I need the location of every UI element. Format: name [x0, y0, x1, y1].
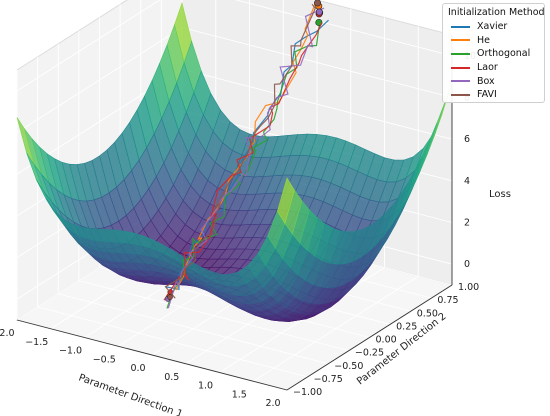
legend-item: FAVI	[448, 88, 539, 102]
grid-line	[16, 0, 161, 92]
loss-surface	[16, 1, 453, 322]
legend: Initialization Method Xavier He Orthogon…	[442, 3, 545, 103]
legend-swatch	[451, 39, 470, 42]
legend-item: Xavier	[448, 20, 539, 34]
legend-item: Box	[448, 74, 539, 88]
legend-label: Box	[477, 75, 495, 87]
path-end-marker	[167, 294, 173, 300]
legend-swatch	[451, 80, 470, 83]
y-axis-ticks: −1.00 −0.75 −0.50 −0.25 0.00 0.250.50 0.751.00	[293, 282, 479, 398]
legend-label: Orthogonal	[477, 48, 531, 60]
y-tick-label: 1.00	[458, 282, 479, 293]
legend-swatch	[451, 66, 470, 69]
y-tick-label: −1.00	[293, 387, 322, 398]
legend-label: He	[477, 34, 490, 46]
x-tick-label: 1.5	[232, 389, 247, 400]
optimization-path	[164, 3, 316, 299]
legend-label: Laor	[477, 62, 498, 74]
x-tick-label: 0.0	[130, 363, 145, 374]
x-tick-label: 0.5	[164, 372, 179, 383]
grid-line	[181, 68, 453, 140]
grid-line	[16, 27, 183, 133]
legend-swatch	[451, 25, 470, 28]
y-tick-label: 0.00	[376, 335, 397, 346]
optimization-path	[167, 7, 325, 309]
z-tick-label: 0	[464, 259, 470, 270]
y-axis-line	[286, 284, 453, 391]
legend-label: FAVI	[477, 89, 497, 101]
grid-line	[78, 280, 349, 352]
legend-item: Orthogonal	[448, 47, 539, 61]
z-tick-label: 6	[464, 134, 470, 145]
legend-swatch	[451, 93, 470, 96]
optimization-paths	[163, 0, 329, 309]
grid-line	[181, 27, 453, 98]
z-axis-label: Loss	[489, 189, 511, 200]
path-start-marker	[314, 0, 322, 7]
y-tick-label: 0.50	[417, 308, 438, 319]
x-axis-ticks: −2.0 −1.5 −1.0 −0.5 0.0 0.5 1.0 1.5 2.0	[0, 328, 281, 409]
y-tick-label: −0.25	[355, 348, 384, 359]
path-start-marker	[315, 18, 323, 26]
surface-patch	[277, 177, 295, 225]
y-tick-label: −0.50	[334, 361, 363, 372]
legend-item: Laor	[448, 61, 539, 75]
grid-line	[37, 306, 308, 378]
x-axis-line	[16, 319, 288, 391]
x-tick-label: −1.0	[59, 346, 82, 357]
y-tick-label: 0.25	[396, 321, 417, 332]
legend-item: He	[448, 34, 539, 48]
z-tick-label: 2	[464, 218, 470, 229]
legend-title: Initialization Method	[448, 7, 545, 18]
y-tick-label: 0.75	[437, 295, 458, 306]
x-tick-label: 2.0	[265, 398, 280, 409]
y-tick-label: −0.75	[314, 374, 343, 385]
x-tick-label: −1.5	[25, 337, 48, 348]
x-tick-label: 1.0	[198, 381, 213, 392]
optimization-path	[165, 19, 329, 291]
legend-swatch	[451, 52, 470, 55]
path-start-marker	[315, 8, 323, 16]
legend-label: Xavier	[477, 21, 508, 33]
grid-line	[58, 293, 329, 365]
x-tick-label: −2.0	[0, 328, 15, 339]
x-tick-label: −0.5	[93, 354, 116, 365]
z-tick-label: 4	[464, 176, 470, 187]
